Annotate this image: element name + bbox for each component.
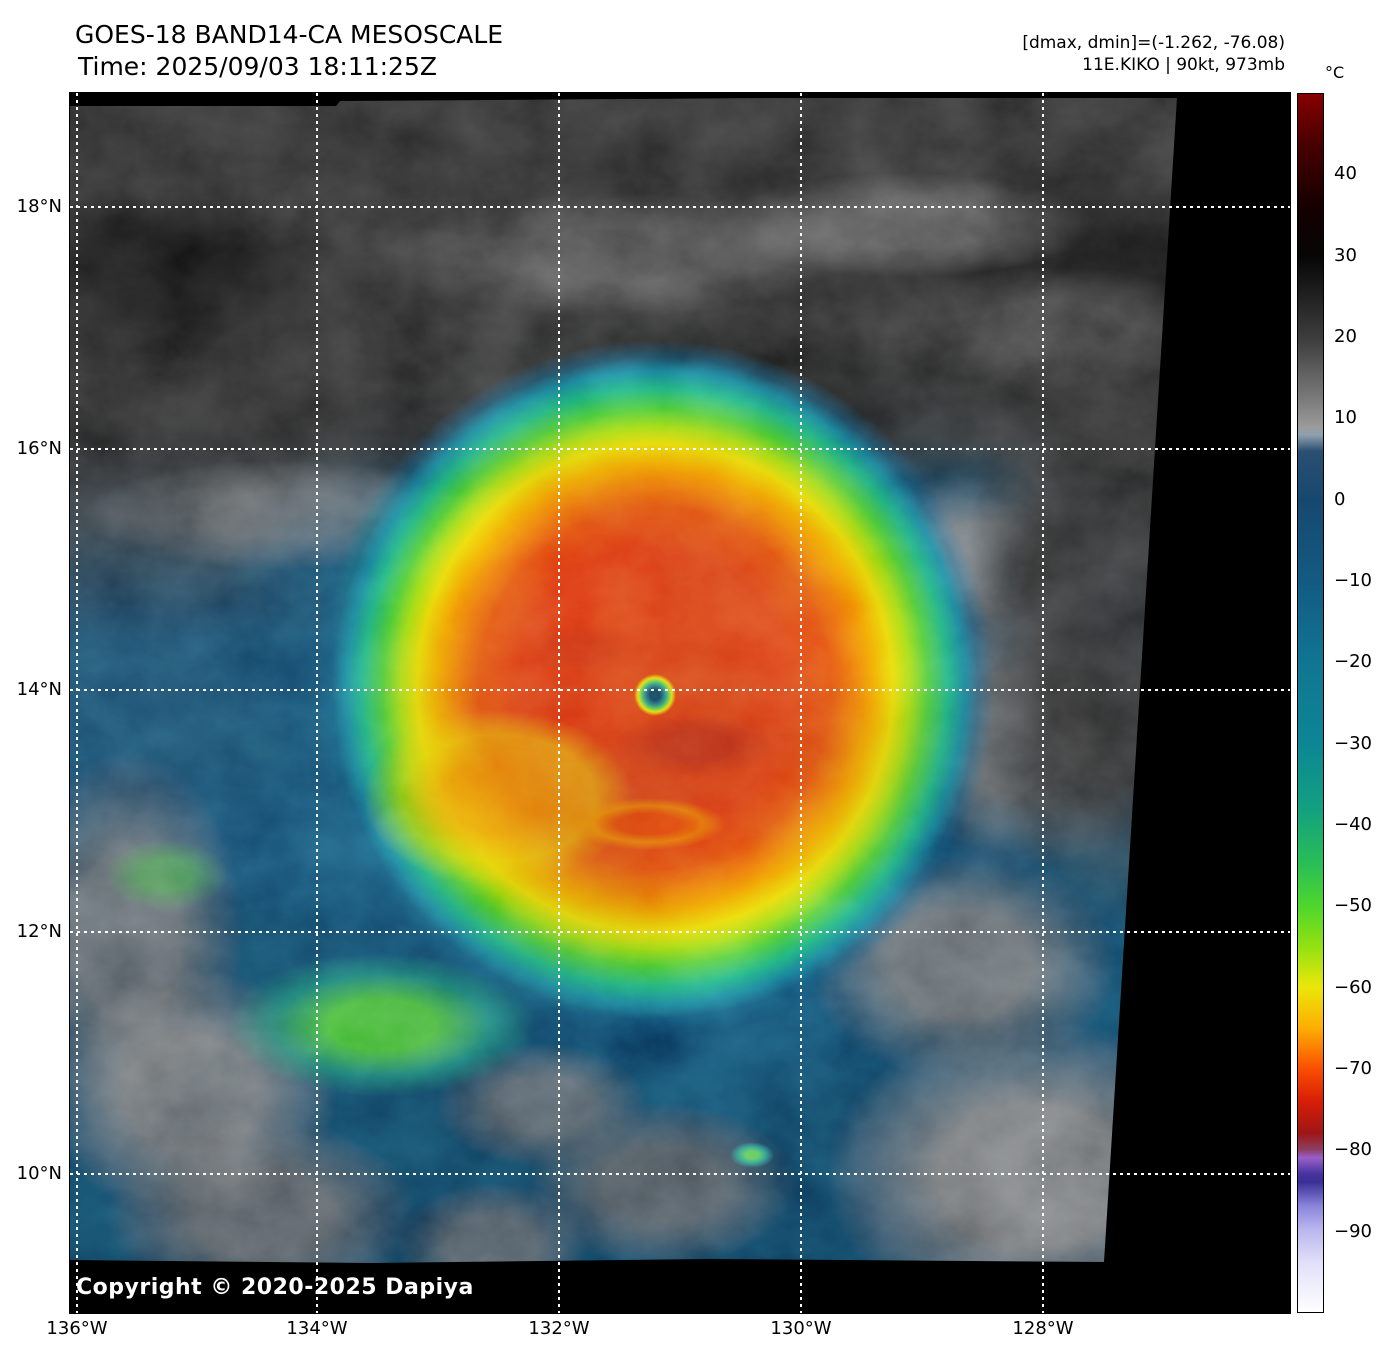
longitude-gridline	[1042, 93, 1044, 1313]
colorbar-tick-label: −70	[1334, 1058, 1372, 1079]
latitude-gridline	[70, 689, 1290, 691]
latitude-gridline	[70, 931, 1290, 933]
satellite-imagery	[70, 98, 1177, 1263]
longitude-gridline	[316, 93, 318, 1313]
longitude-tick-label: 130°W	[770, 1318, 832, 1339]
copyright-watermark: Copyright © 2020-2025 Dapiya	[76, 1275, 474, 1300]
colorbar-tick-label: 30	[1334, 244, 1357, 266]
latitude-tick-label: 10°N	[16, 1163, 62, 1184]
colorbar-tick-label: 40	[1334, 163, 1357, 185]
latitude-tick-label: 18°N	[16, 196, 62, 217]
colorbar-tick-labels: 40 30 20 10 0 −10 −20 −30 −40 −50 −60 −70 −80 −90	[1334, 93, 1390, 1313]
latitude-gridline	[70, 1173, 1290, 1175]
colorbar-tick-label: −30	[1334, 732, 1372, 754]
colorbar-gradient	[1297, 93, 1324, 1313]
longitude-tick-label: 134°W	[286, 1318, 348, 1339]
latitude-axis: 18°N 16°N 14°N 12°N 10°N	[0, 93, 64, 1313]
colorbar-tick-label: 10	[1334, 407, 1357, 429]
longitude-tick-label: 132°W	[528, 1318, 590, 1339]
colorbar-tick-label: −60	[1334, 976, 1372, 998]
longitude-gridline	[76, 93, 78, 1313]
figure-title: GOES-18 BAND14-CA MESOSCALE	[75, 20, 504, 49]
colorbar-tick-label: −40	[1334, 814, 1372, 835]
cloud-mottling-overlay	[70, 98, 1177, 1263]
longitude-axis: 136°W 134°W 132°W 130°W 128°W	[46, 1318, 1290, 1342]
latitude-gridline	[70, 206, 1290, 208]
colorbar-tick-label: −50	[1334, 895, 1372, 917]
annotation-dmax-dmin: [dmax, dmin]=(-1.262, -76.08)	[1022, 33, 1285, 53]
longitude-tick-label: 136°W	[46, 1318, 108, 1339]
longitude-gridline	[558, 93, 560, 1313]
latitude-gridline	[70, 448, 1290, 450]
colorbar-tick-label: −10	[1334, 570, 1372, 591]
latitude-tick-label: 12°N	[16, 921, 62, 942]
colorbar-tick-label: −90	[1334, 1220, 1372, 1242]
longitude-gridline	[800, 93, 802, 1313]
figure-subtitle-time: Time: 2025/09/03 18:11:25Z	[78, 52, 437, 81]
satellite-map: Copyright © 2020-2025 Dapiya	[69, 92, 1291, 1314]
annotation-storm-info: 11E.KIKO | 90kt, 973mb	[1082, 55, 1285, 75]
colorbar-tick-label: 0	[1334, 488, 1346, 510]
colorbar-tick-label: −20	[1334, 651, 1372, 673]
colorbar-tick-label: 20	[1334, 326, 1357, 347]
colorbar-tick-label: −80	[1334, 1139, 1372, 1161]
colorbar-unit-label: °C	[1325, 63, 1345, 82]
longitude-tick-label: 128°W	[1012, 1318, 1074, 1339]
latitude-tick-label: 16°N	[16, 438, 62, 459]
latitude-tick-label: 14°N	[16, 679, 62, 700]
